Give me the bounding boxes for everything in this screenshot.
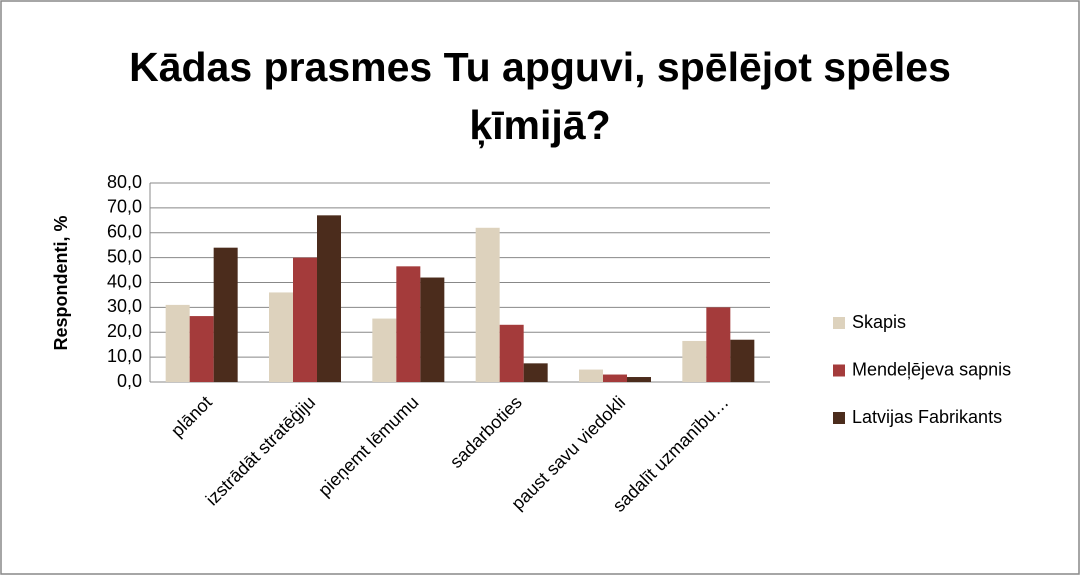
y-tick-label: 40,0	[107, 271, 142, 291]
bar	[706, 307, 731, 382]
bar	[523, 363, 548, 382]
bar	[293, 257, 317, 382]
bar	[499, 324, 524, 382]
bar	[475, 227, 500, 382]
bar	[165, 304, 190, 382]
y-tick-label: 50,0	[107, 246, 142, 266]
y-tick-label: 60,0	[107, 222, 142, 242]
legend-label: Latvijas Fabrikants	[852, 407, 1002, 427]
legend-swatch	[833, 412, 845, 424]
bar	[317, 215, 341, 382]
legend-label: Mendeļējeva sapnis	[852, 359, 1011, 379]
bar	[189, 316, 214, 382]
bar	[579, 369, 603, 382]
bar	[213, 247, 238, 382]
bar	[420, 277, 445, 382]
bar	[730, 339, 755, 382]
bar	[269, 292, 293, 382]
bar	[603, 374, 627, 382]
y-tick-label: 70,0	[107, 197, 142, 217]
bar	[682, 340, 707, 382]
y-tick-label: 0,0	[117, 371, 142, 391]
legend-swatch	[833, 364, 845, 377]
bar	[396, 266, 421, 382]
y-tick-label: 30,0	[107, 296, 142, 316]
bar	[627, 377, 651, 382]
legend-swatch	[833, 317, 845, 329]
y-tick-label: 20,0	[107, 321, 142, 341]
legend-label: Skapis	[852, 312, 906, 332]
bar	[372, 318, 397, 382]
y-tick-label: 10,0	[107, 346, 142, 366]
y-axis-label: Respondenti, %	[51, 215, 71, 350]
chart-title: Kādas prasmes Tu apguvi, spēlējot spēles…	[129, 44, 951, 148]
y-tick-label: 80,0	[107, 172, 142, 192]
